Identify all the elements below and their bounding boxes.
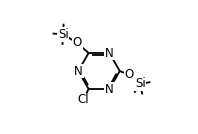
Text: N: N — [74, 64, 83, 78]
Text: O: O — [73, 36, 82, 49]
Text: Cl: Cl — [77, 94, 89, 107]
Text: N: N — [105, 46, 114, 59]
Text: Si: Si — [58, 28, 69, 41]
Text: Si: Si — [135, 77, 146, 90]
Text: N: N — [105, 83, 114, 96]
Text: O: O — [125, 68, 134, 81]
